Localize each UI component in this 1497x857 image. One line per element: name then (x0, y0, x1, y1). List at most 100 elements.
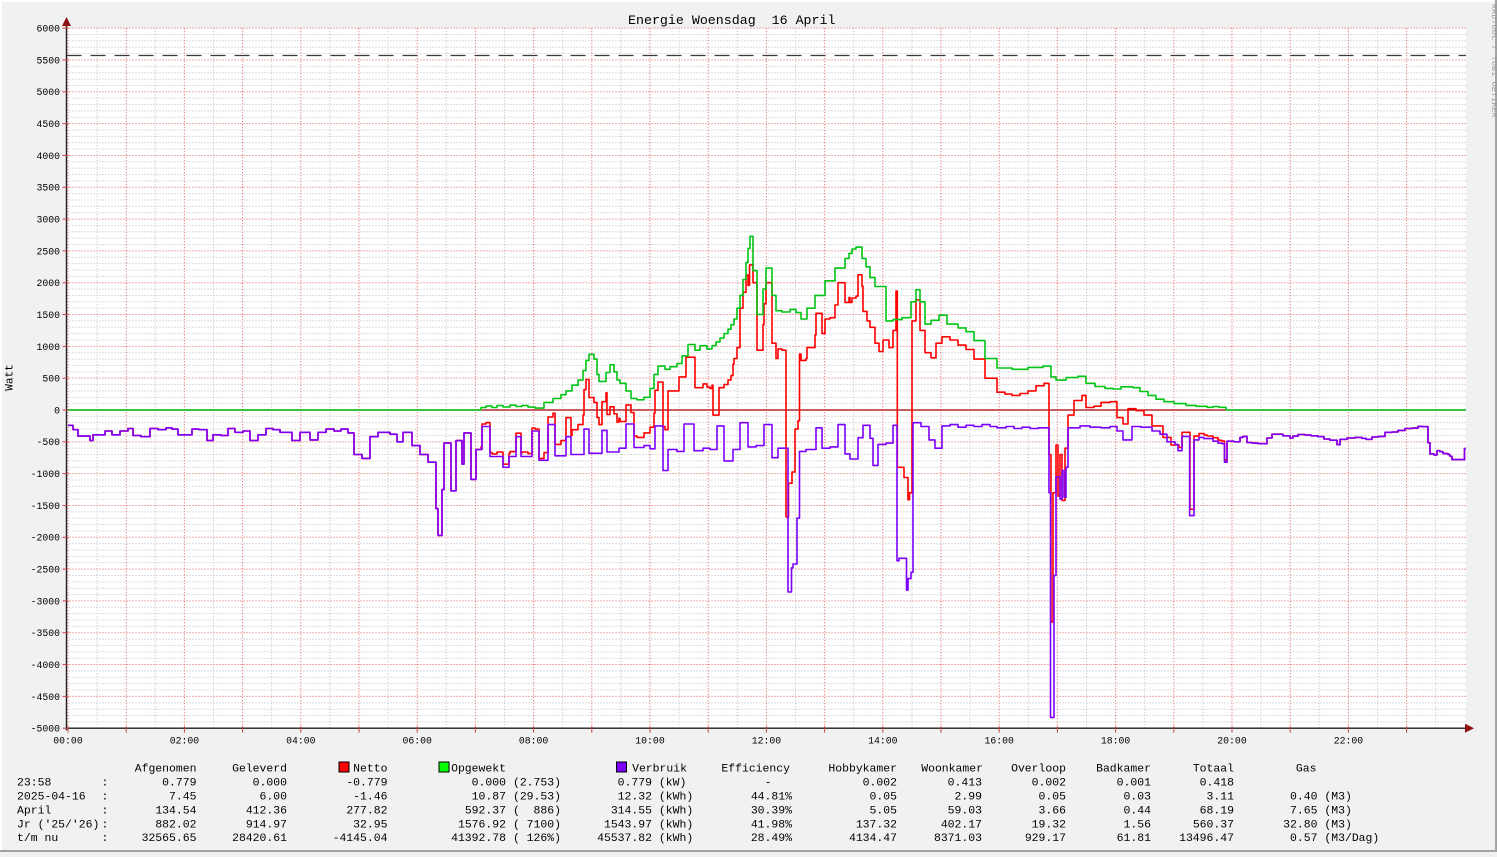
svg-text:592.37: 592.37 (465, 804, 506, 817)
svg-text:00:00: 00:00 (53, 736, 83, 747)
svg-text:(kWh): (kWh) (652, 791, 693, 804)
svg-text:19.32: 19.32 (1032, 819, 1066, 832)
svg-text::: : (102, 804, 109, 817)
svg-text:68.19: 68.19 (1200, 804, 1234, 817)
svg-text:(kW): (kW) (652, 777, 686, 790)
svg-text:Totaal: Totaal (1193, 763, 1234, 776)
svg-text:2025-04-16: 2025-04-16 (17, 791, 86, 804)
svg-text:0.418: 0.418 (1200, 777, 1234, 790)
svg-text:-2000: -2000 (31, 533, 61, 544)
svg-text:12.32: 12.32 (618, 791, 652, 804)
svg-text::: : (102, 819, 109, 832)
svg-text:13496.47: 13496.47 (1179, 832, 1234, 845)
svg-text:4134.47: 4134.47 (849, 832, 897, 845)
svg-text:0: 0 (54, 405, 60, 416)
svg-text:7.45: 7.45 (169, 791, 197, 804)
svg-text:5.05: 5.05 (870, 804, 898, 817)
svg-text:28.49%: 28.49% (751, 832, 792, 845)
svg-text:Jr ('25/'26): Jr ('25/'26) (17, 819, 99, 832)
svg-text:Afgenomen: Afgenomen (135, 763, 197, 776)
svg-text:Geleverd: Geleverd (232, 763, 287, 776)
svg-text:(kWh): (kWh) (652, 832, 693, 845)
svg-text:0.05: 0.05 (870, 791, 898, 804)
svg-text:8371.03: 8371.03 (934, 832, 982, 845)
svg-text:0.000: 0.000 (472, 777, 506, 790)
svg-text:08:00: 08:00 (519, 736, 549, 747)
svg-text:914.97: 914.97 (246, 819, 287, 832)
svg-text:2000: 2000 (36, 278, 60, 289)
svg-text:6000: 6000 (36, 24, 60, 35)
svg-text:2.99: 2.99 (955, 791, 983, 804)
svg-text:0.57: 0.57 (1290, 832, 1317, 845)
svg-text:41.98%: 41.98% (751, 819, 792, 832)
svg-text:929.17: 929.17 (1025, 832, 1066, 845)
svg-text:45537.82: 45537.82 (597, 832, 652, 845)
svg-text:Hobbykamer: Hobbykamer (828, 763, 897, 776)
svg-text:1543.97: 1543.97 (604, 819, 652, 832)
svg-text:0.44: 0.44 (1124, 804, 1152, 817)
svg-text::: : (102, 777, 109, 790)
svg-text:06:00: 06:00 (402, 736, 432, 747)
svg-text::: : (102, 791, 109, 804)
svg-text:04:00: 04:00 (286, 736, 316, 747)
svg-text:02:00: 02:00 (170, 736, 200, 747)
svg-text:61.81: 61.81 (1117, 832, 1151, 845)
svg-text:1500: 1500 (36, 310, 60, 321)
svg-text:Woonkamer: Woonkamer (921, 763, 983, 776)
svg-text:4500: 4500 (36, 119, 60, 130)
svg-text:402.17: 402.17 (941, 819, 982, 832)
svg-text:3.11: 3.11 (1207, 791, 1235, 804)
svg-text:0.779: 0.779 (162, 777, 196, 790)
svg-text:-4145.04: -4145.04 (333, 832, 388, 845)
svg-text:30.39%: 30.39% (751, 804, 792, 817)
svg-text:-1500: -1500 (31, 501, 61, 512)
svg-text::: : (102, 832, 109, 845)
svg-text:18:00: 18:00 (1101, 736, 1131, 747)
svg-text:0.002: 0.002 (863, 777, 897, 790)
svg-text:28420.61: 28420.61 (232, 832, 287, 845)
svg-text:0.40: 0.40 (1290, 791, 1318, 804)
svg-text:137.32: 137.32 (856, 819, 897, 832)
svg-text:41392.78: 41392.78 (451, 832, 506, 845)
svg-text:(2.753): (2.753) (513, 777, 561, 790)
svg-text:12:00: 12:00 (752, 736, 782, 747)
svg-text:( 886): ( 886) (513, 804, 561, 817)
svg-text:44.81%: 44.81% (751, 791, 792, 804)
svg-text:2500: 2500 (36, 246, 60, 257)
svg-text:Overloop: Overloop (1011, 763, 1066, 776)
svg-text:(M3/Dag): (M3/Dag) (1318, 832, 1380, 845)
svg-text:882.02: 882.02 (155, 819, 196, 832)
svg-text:-4000: -4000 (31, 660, 61, 671)
svg-text:20:00: 20:00 (1217, 736, 1247, 747)
svg-text:10:00: 10:00 (635, 736, 665, 747)
svg-text:Energie Woensdag 16 April: Energie Woensdag 16 April (628, 13, 835, 28)
svg-text:-0.779: -0.779 (346, 777, 387, 790)
svg-text:-1000: -1000 (31, 469, 61, 480)
svg-text:5500: 5500 (36, 55, 60, 66)
svg-text:-3500: -3500 (31, 628, 61, 639)
svg-text:( 126%): ( 126%) (513, 832, 561, 845)
svg-text:Verbruik: Verbruik (632, 763, 687, 776)
svg-text:560.37: 560.37 (1193, 819, 1234, 832)
svg-text:4000: 4000 (36, 151, 60, 162)
svg-text:0.779: 0.779 (618, 777, 652, 790)
svg-text:277.82: 277.82 (346, 804, 387, 817)
svg-text:t/m nu: t/m nu (17, 832, 58, 845)
svg-text:-500: -500 (36, 437, 60, 448)
svg-text:23:58: 23:58 (17, 777, 51, 790)
svg-text:(kWh): (kWh) (652, 819, 693, 832)
svg-text:-5000: -5000 (31, 724, 61, 735)
svg-text:0.002: 0.002 (1032, 777, 1066, 790)
svg-text:314.55: 314.55 (611, 804, 652, 817)
svg-text:6.00: 6.00 (260, 791, 288, 804)
svg-text:(M3): (M3) (1318, 791, 1352, 804)
svg-text:3.66: 3.66 (1039, 804, 1067, 817)
svg-text:-: - (765, 777, 772, 790)
svg-text:500: 500 (42, 374, 60, 385)
svg-text:( 7100): ( 7100) (513, 819, 561, 832)
svg-text:32.80: 32.80 (1283, 819, 1317, 832)
svg-text:7.65: 7.65 (1290, 804, 1318, 817)
svg-text:Badkamer: Badkamer (1096, 763, 1151, 776)
svg-text:Watt: Watt (5, 364, 17, 390)
svg-text:1.56: 1.56 (1124, 819, 1152, 832)
